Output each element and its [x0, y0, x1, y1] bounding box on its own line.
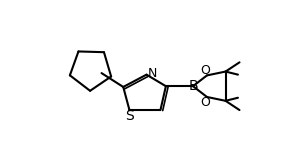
Text: O: O — [200, 96, 210, 109]
Text: S: S — [125, 109, 134, 123]
Text: B: B — [188, 79, 198, 93]
Text: O: O — [200, 64, 210, 76]
Text: N: N — [148, 67, 157, 80]
